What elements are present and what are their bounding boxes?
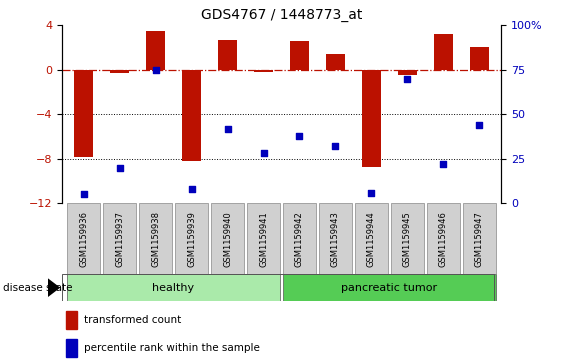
Text: GSM1159945: GSM1159945 [403, 211, 412, 266]
Point [151, 67, 160, 73]
Point [79, 191, 88, 197]
Bar [211, 203, 244, 274]
Bar [247, 203, 280, 274]
Title: GDS4767 / 1448773_at: GDS4767 / 1448773_at [201, 8, 362, 22]
Bar [66, 339, 77, 357]
Point [367, 190, 376, 196]
Point [187, 186, 196, 192]
Bar [427, 203, 460, 274]
Point [331, 143, 340, 149]
Text: percentile rank within the sample: percentile rank within the sample [84, 343, 260, 353]
Point [295, 133, 304, 139]
Bar [463, 203, 496, 274]
Text: GSM1159947: GSM1159947 [475, 211, 484, 266]
Text: transformed count: transformed count [84, 315, 181, 325]
Bar [146, 31, 166, 70]
Bar [325, 54, 345, 70]
Bar [74, 70, 93, 156]
Bar [139, 203, 172, 274]
Bar [283, 203, 316, 274]
Bar [289, 41, 310, 70]
Bar [355, 203, 388, 274]
Point [403, 76, 412, 82]
Bar [218, 40, 238, 70]
Text: GSM1159946: GSM1159946 [439, 211, 448, 266]
Point [475, 122, 484, 128]
Text: GSM1159938: GSM1159938 [151, 211, 160, 267]
Text: GSM1159944: GSM1159944 [367, 211, 376, 266]
Text: healthy: healthy [153, 283, 195, 293]
Point [115, 165, 124, 171]
Bar [66, 311, 77, 329]
Polygon shape [48, 278, 60, 297]
Bar [175, 203, 208, 274]
Bar [470, 46, 489, 70]
Text: GSM1159939: GSM1159939 [187, 211, 196, 266]
Text: GSM1159943: GSM1159943 [331, 211, 340, 266]
Point [439, 161, 448, 167]
Text: GSM1159942: GSM1159942 [295, 211, 304, 266]
Text: GSM1159936: GSM1159936 [79, 211, 88, 267]
Bar [67, 274, 280, 301]
Bar [319, 203, 352, 274]
Bar [397, 70, 417, 76]
Text: disease state: disease state [3, 283, 72, 293]
Bar [253, 70, 274, 72]
Bar [361, 70, 381, 167]
Bar [103, 203, 136, 274]
Point [259, 151, 268, 156]
Text: GSM1159941: GSM1159941 [259, 211, 268, 266]
Text: GSM1159940: GSM1159940 [223, 211, 232, 266]
Text: GSM1159937: GSM1159937 [115, 211, 124, 267]
Bar [283, 274, 496, 301]
Point [223, 126, 232, 131]
Bar [391, 203, 424, 274]
Bar [110, 70, 129, 73]
Bar [434, 34, 453, 70]
Bar [182, 70, 202, 161]
Text: pancreatic tumor: pancreatic tumor [341, 283, 437, 293]
Bar [67, 203, 100, 274]
